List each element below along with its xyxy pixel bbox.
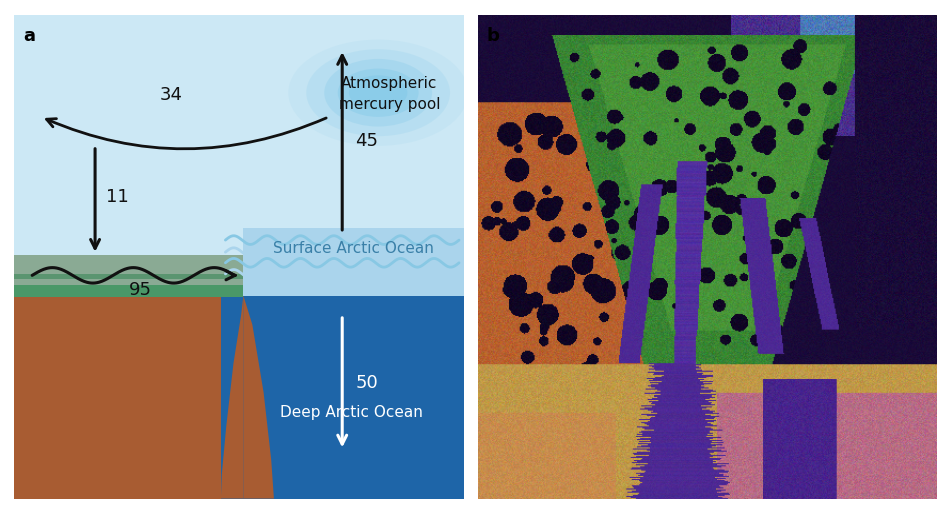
Ellipse shape: [324, 59, 432, 126]
Bar: [14, 15, 243, 254]
Ellipse shape: [307, 49, 450, 136]
Ellipse shape: [349, 76, 408, 110]
Polygon shape: [14, 296, 243, 499]
Polygon shape: [220, 286, 464, 499]
Text: a: a: [23, 27, 35, 46]
Ellipse shape: [338, 68, 418, 117]
Text: Atmospheric
mercury pool: Atmospheric mercury pool: [339, 76, 440, 112]
Text: 50: 50: [356, 374, 378, 392]
Text: 34: 34: [160, 86, 183, 104]
Polygon shape: [220, 296, 243, 499]
Text: Surface Arctic Ocean: Surface Arctic Ocean: [273, 241, 434, 256]
Bar: [220, 228, 464, 296]
Polygon shape: [243, 296, 274, 499]
Text: 45: 45: [356, 132, 378, 150]
Polygon shape: [220, 296, 464, 499]
Polygon shape: [14, 254, 243, 296]
Text: Deep Arctic Ocean: Deep Arctic Ocean: [280, 405, 423, 420]
Ellipse shape: [289, 40, 468, 146]
Polygon shape: [14, 285, 243, 297]
Text: b: b: [487, 27, 499, 46]
Text: 11: 11: [106, 188, 129, 206]
Text: 95: 95: [129, 281, 151, 299]
Polygon shape: [14, 274, 243, 279]
